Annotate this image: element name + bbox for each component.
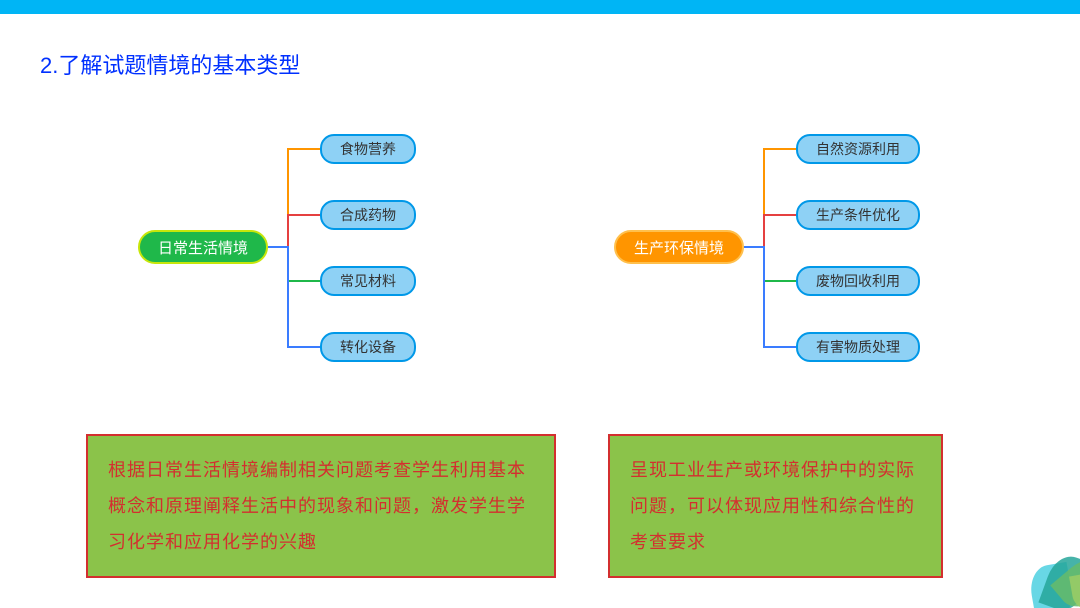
right-description-text: 呈现工业生产或环境保护中的实际问题，可以体现应用性和综合性的考查要求 — [630, 460, 915, 552]
child-node: 生产条件优化 — [796, 200, 920, 230]
root-node: 生产环保情境 — [614, 230, 744, 264]
child-node: 合成药物 — [320, 200, 416, 230]
root-node: 日常生活情境 — [138, 230, 268, 264]
child-node: 转化设备 — [320, 332, 416, 362]
right-description-box: 呈现工业生产或环境保护中的实际问题，可以体现应用性和综合性的考查要求 — [608, 434, 943, 578]
child-node: 常见材料 — [320, 266, 416, 296]
left-description-box: 根据日常生活情境编制相关问题考查学生利用基本概念和原理阐释生活中的现象和问题，激… — [86, 434, 556, 578]
child-node: 废物回收利用 — [796, 266, 920, 296]
left-description-text: 根据日常生活情境编制相关问题考查学生利用基本概念和原理阐释生活中的现象和问题，激… — [108, 460, 526, 552]
child-node: 有害物质处理 — [796, 332, 920, 362]
child-node: 食物营养 — [320, 134, 416, 164]
child-node: 自然资源利用 — [796, 134, 920, 164]
